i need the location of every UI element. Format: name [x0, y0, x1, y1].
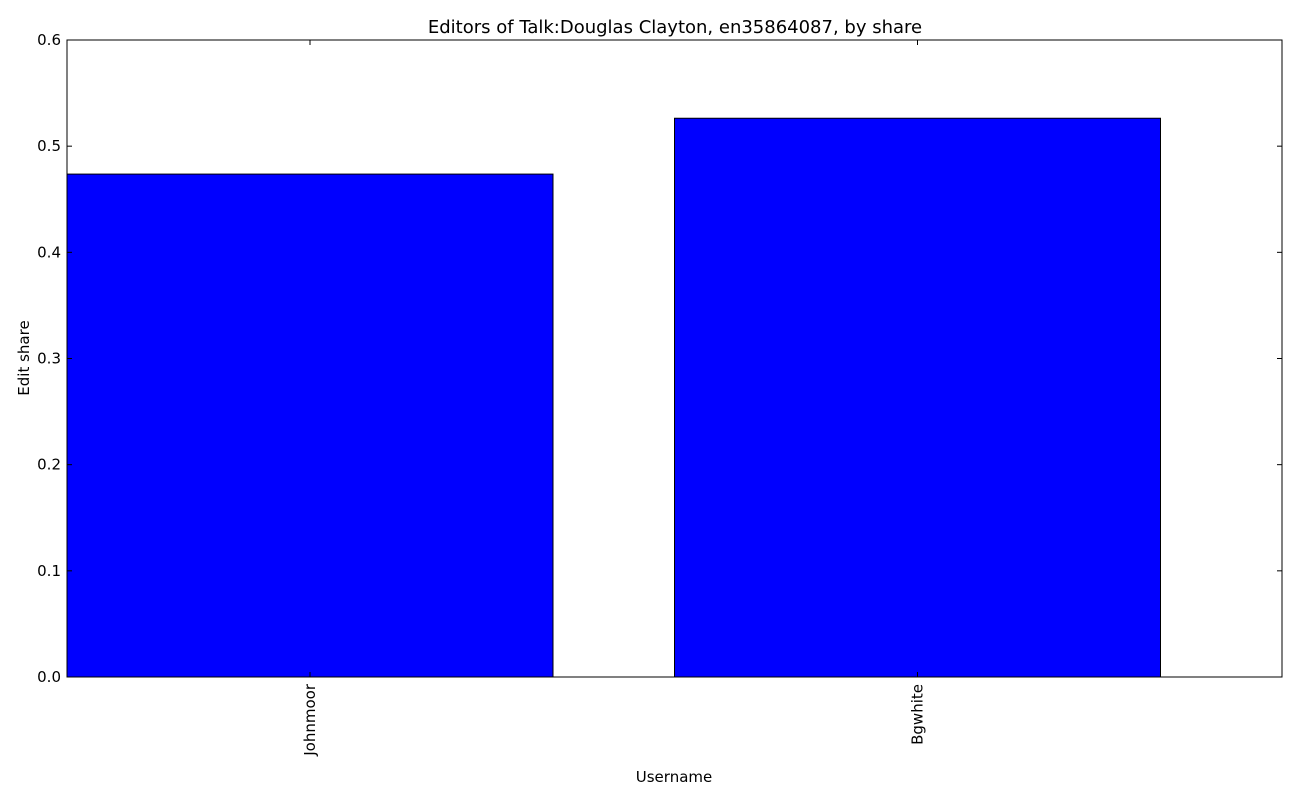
y-tick-label: 0.3 — [37, 350, 61, 368]
plot-area-frame — [66, 39, 1283, 678]
y-tick-label: 0.2 — [37, 456, 61, 474]
x-axis-ticks: Johnmoor Bgwhite — [301, 40, 927, 757]
bar-johnmoor — [66, 173, 554, 678]
bars-group — [66, 117, 1161, 678]
y-axis-label: Edit share — [15, 320, 33, 395]
x-tick-label: Johnmoor — [301, 683, 319, 757]
x-tick-label: Bgwhite — [909, 684, 927, 745]
chart-title: Editors of Talk:Douglas Clayton, en35864… — [428, 17, 922, 38]
y-tick-label: 0.1 — [37, 562, 61, 580]
y-tick-label: 0.0 — [37, 668, 61, 686]
y-tick-label: 0.5 — [37, 137, 61, 155]
bar-bgwhite — [674, 117, 1161, 678]
y-tick-label: 0.4 — [37, 243, 61, 261]
x-axis-label: Username — [636, 768, 712, 786]
y-tick-label: 0.6 — [37, 31, 61, 49]
